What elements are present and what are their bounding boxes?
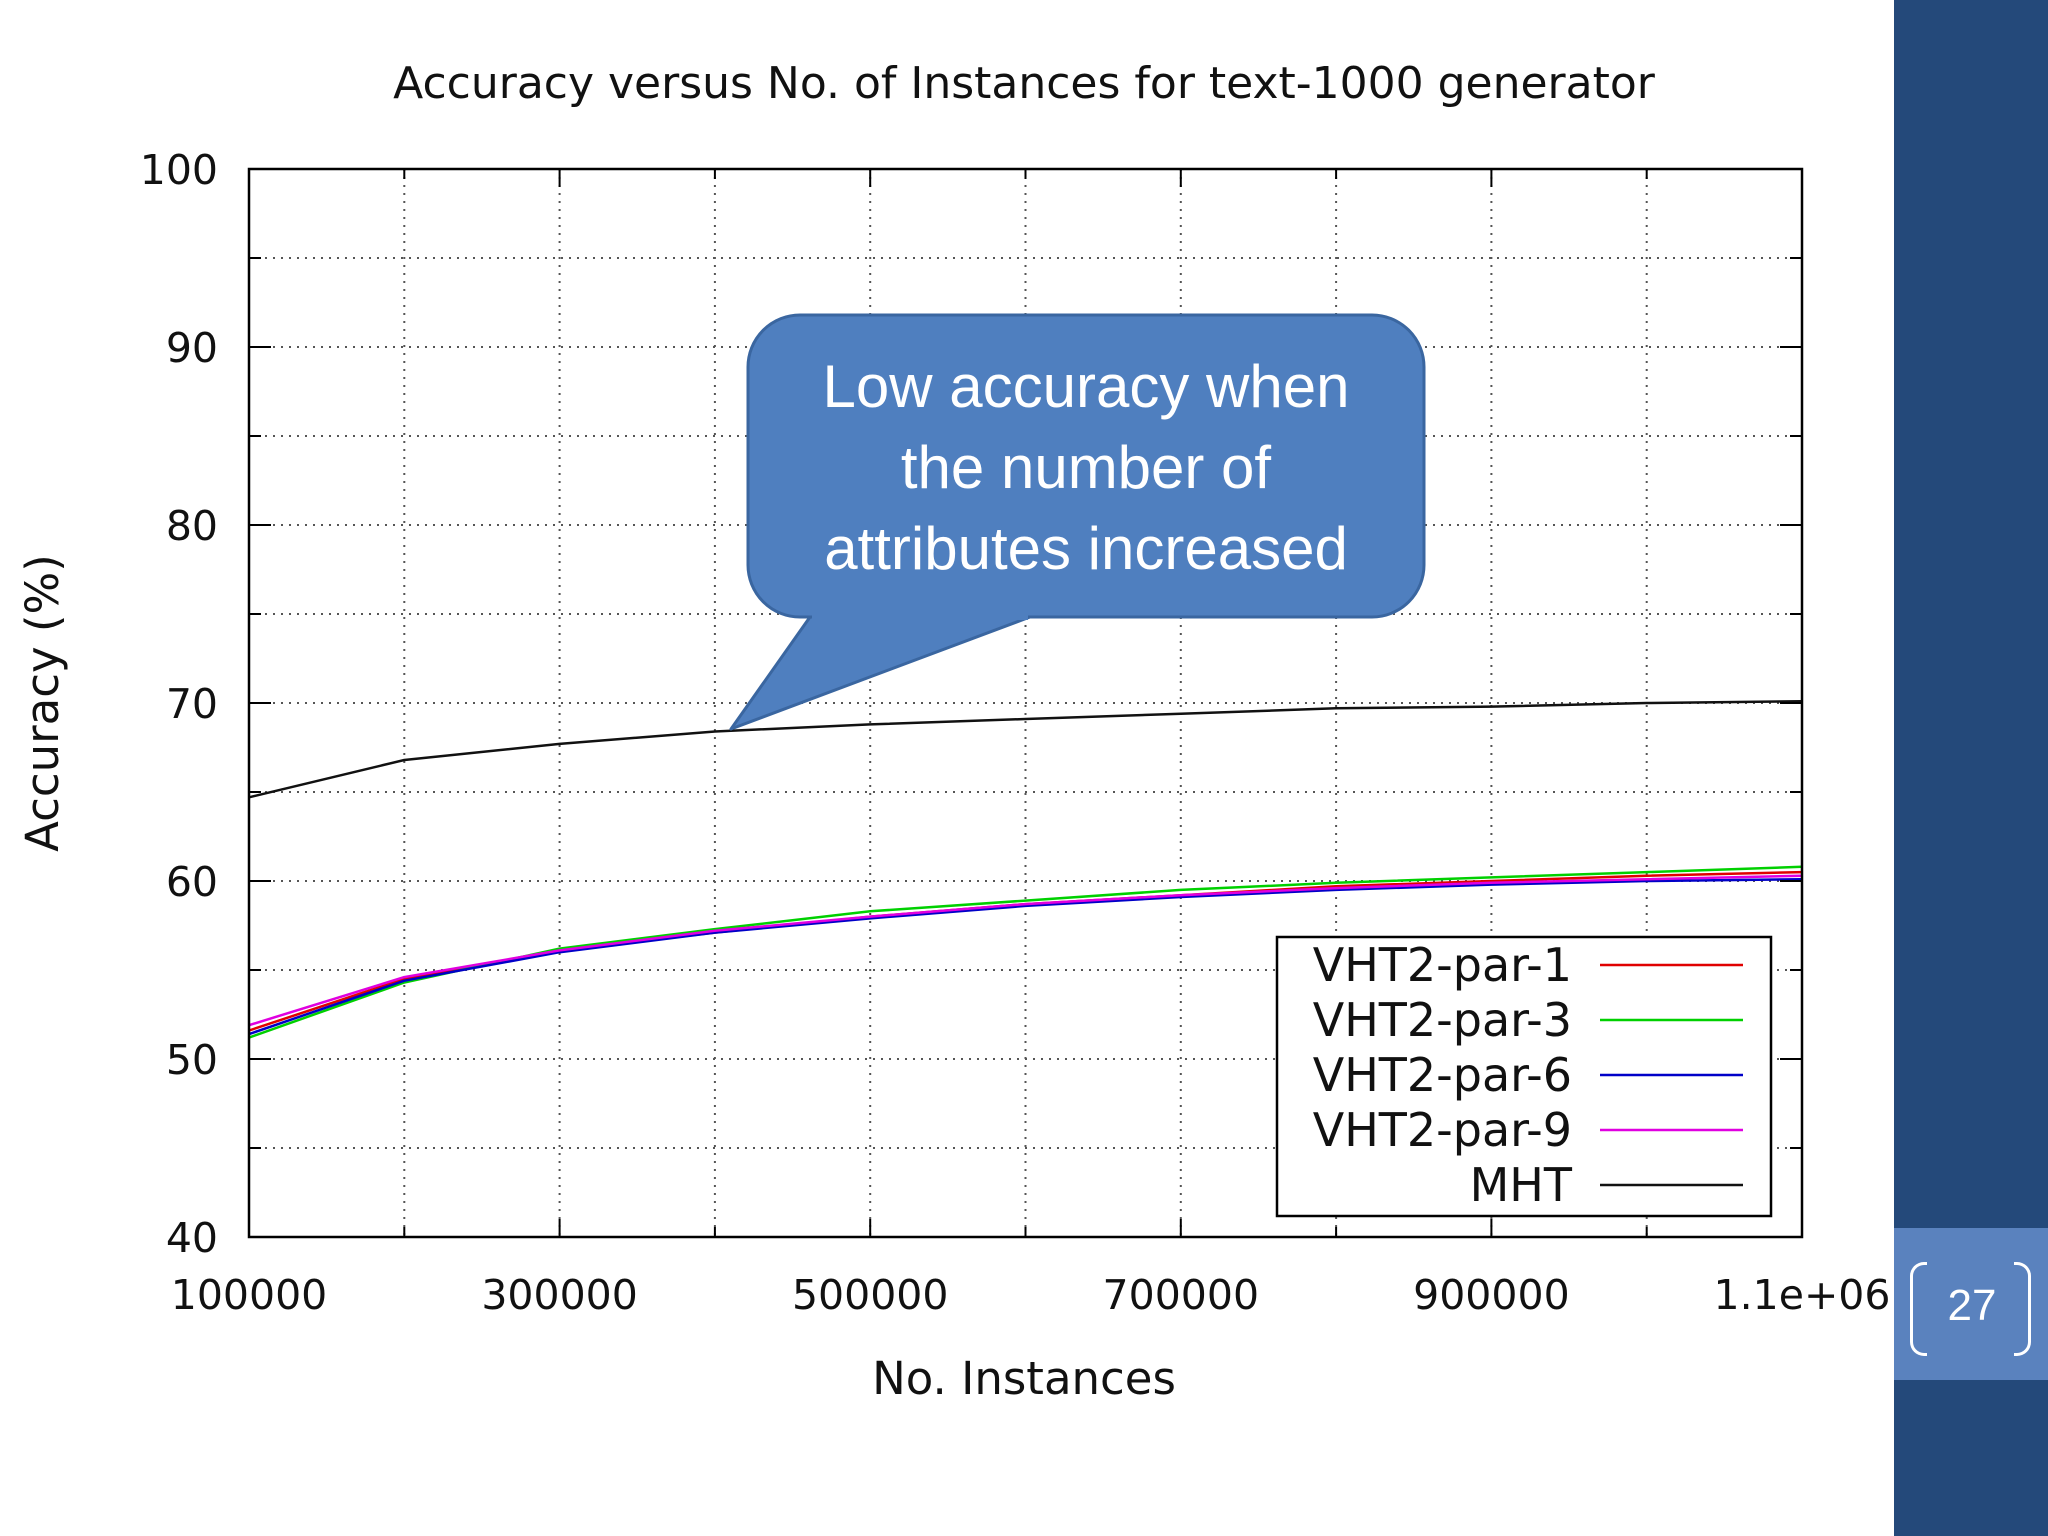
x-tick-label: 300000	[481, 1271, 638, 1319]
y-tick-label: 80	[166, 502, 218, 550]
callout-bubble	[746, 313, 1426, 619]
chart-legend: VHT2-par-1VHT2-par-3VHT2-par-6VHT2-par-9…	[1275, 935, 1773, 1218]
callout: Low accuracy when the number of attributes…	[729, 313, 1426, 731]
callout-text-line: the number of	[901, 434, 1272, 501]
legend-label: VHT2-par-1	[1313, 938, 1572, 992]
page-bracket-left	[1910, 1262, 1927, 1356]
y-tick-label: 60	[166, 858, 218, 906]
x-tick-label: 900000	[1413, 1271, 1570, 1319]
y-tick-label: 70	[166, 680, 218, 728]
series-line-vht2-par-6	[248, 877, 1803, 1036]
callout-text-line: attributes increased	[824, 515, 1348, 582]
x-tick-label: 1.1e+06	[1714, 1271, 1890, 1319]
legend-label: VHT2-par-3	[1313, 993, 1572, 1047]
chart-ticks	[248, 168, 1803, 1238]
x-tick-label: 500000	[792, 1271, 949, 1319]
series-line-mht	[248, 699, 1803, 799]
y-tick-labels: 40 50 60 70 80 90 100	[140, 146, 218, 1262]
page-number: 27	[1947, 1281, 1997, 1330]
legend-label: VHT2-par-9	[1313, 1103, 1572, 1157]
series-line-vht2-par-9	[248, 874, 1803, 1027]
page-bracket-right	[2014, 1262, 2031, 1356]
x-axis-label: No. Instances	[872, 1352, 1176, 1405]
x-tick-label: 100000	[171, 1271, 328, 1319]
y-tick-label: 100	[140, 146, 218, 194]
series-lines	[248, 699, 1803, 1039]
legend-box	[1275, 935, 1773, 1218]
callout-text-line: Low accuracy when	[823, 353, 1350, 420]
legend-label: VHT2-par-6	[1313, 1048, 1572, 1102]
y-tick-label: 90	[166, 324, 218, 372]
chart-title: Accuracy versus No. of Instances for tex…	[393, 58, 1656, 109]
legend-label: MHT	[1470, 1158, 1573, 1212]
callout-pointer	[729, 615, 1032, 731]
x-tick-label: 700000	[1103, 1271, 1260, 1319]
y-tick-label: 50	[166, 1036, 218, 1084]
y-tick-label: 40	[166, 1214, 218, 1262]
x-tick-labels: 100000 300000 500000 700000 900000 1.1e+06	[171, 1271, 1890, 1319]
callout-seam	[812, 613, 1028, 620]
y-axis-label: Accuracy (%)	[16, 554, 69, 852]
accuracy-chart: Accuracy versus No. of Instances for tex…	[16, 58, 1890, 1405]
